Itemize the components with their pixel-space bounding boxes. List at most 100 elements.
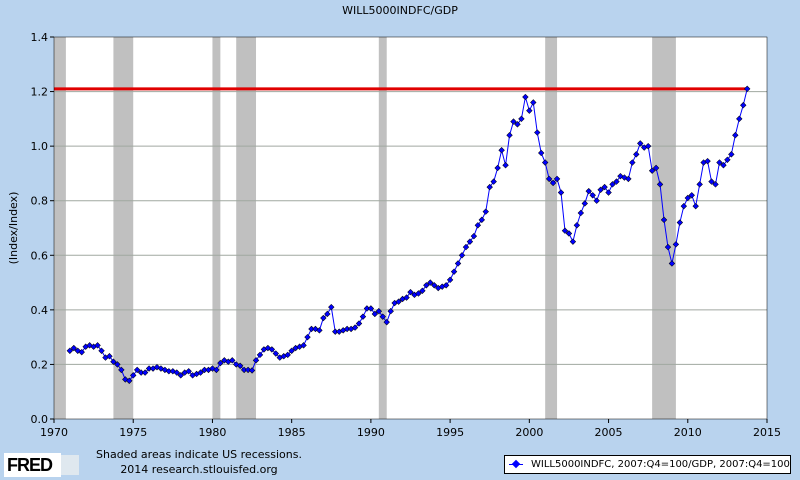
recession-band xyxy=(652,37,676,419)
data-point xyxy=(177,372,184,379)
data-point xyxy=(720,162,727,169)
data-point xyxy=(458,252,466,259)
data-point xyxy=(704,157,711,165)
data-point xyxy=(589,192,596,199)
data-point xyxy=(708,178,715,185)
data-point xyxy=(244,366,252,374)
data-point xyxy=(454,260,462,267)
data-point xyxy=(482,208,489,215)
data-point xyxy=(633,151,640,158)
data-point xyxy=(530,99,537,106)
data-point xyxy=(514,121,521,128)
data-point xyxy=(573,222,581,229)
recession-band xyxy=(378,37,387,419)
data-point xyxy=(466,238,474,245)
data-point xyxy=(672,241,680,248)
data-point xyxy=(403,294,410,301)
data-point xyxy=(217,359,224,367)
data-point xyxy=(478,216,485,223)
data-point xyxy=(300,342,307,349)
data-point xyxy=(363,305,371,312)
data-point xyxy=(660,216,668,223)
data-point xyxy=(137,369,145,376)
plot-area xyxy=(54,37,767,419)
data-point xyxy=(268,346,276,353)
data-point xyxy=(502,162,509,169)
data-point xyxy=(656,181,664,188)
data-point xyxy=(462,243,470,251)
data-point xyxy=(577,209,585,217)
data-point xyxy=(684,194,691,202)
data-point xyxy=(676,219,684,226)
chart-title: WILL5000INDFC/GDP xyxy=(342,4,458,17)
data-point xyxy=(94,342,101,349)
data-point xyxy=(134,366,141,374)
data-point xyxy=(506,132,513,139)
data-point xyxy=(145,365,153,372)
data-point xyxy=(605,189,612,196)
data-point xyxy=(359,313,367,320)
data-point xyxy=(423,282,430,289)
data-point xyxy=(106,353,113,360)
x-tick-label: 1985 xyxy=(278,426,306,439)
data-point xyxy=(585,187,592,195)
legend: WILL5000INDFC, 2007:Q4=100/GDP, 2007:Q4=… xyxy=(504,455,791,474)
data-point xyxy=(629,159,636,166)
data-point xyxy=(510,118,517,125)
data-point xyxy=(490,178,497,185)
data-point xyxy=(308,325,315,333)
x-tick-label: 1975 xyxy=(119,426,147,439)
data-point xyxy=(581,200,588,207)
data-point xyxy=(744,85,751,93)
data-point xyxy=(431,282,438,289)
data-point xyxy=(201,366,208,374)
data-point xyxy=(637,140,644,147)
data-point xyxy=(98,347,105,354)
legend-label: WILL5000INDFC, 2007:Q4=100/GDP, 2007:Q4=… xyxy=(531,459,790,470)
y-tick-label: 0.4 xyxy=(31,304,49,317)
data-point xyxy=(696,181,703,188)
data-point xyxy=(114,361,121,368)
data-point xyxy=(316,327,323,334)
data-point xyxy=(534,129,541,136)
data-point xyxy=(407,288,414,296)
data-point xyxy=(716,159,723,166)
data-point xyxy=(561,227,569,234)
data-point xyxy=(324,310,331,318)
data-point xyxy=(688,192,695,199)
data-point xyxy=(328,303,335,311)
data-point xyxy=(248,367,256,374)
data-point xyxy=(130,372,137,379)
recession-note: Shaded areas indicate US recessions. 201… xyxy=(96,447,302,477)
data-point xyxy=(538,149,545,157)
data-point xyxy=(569,238,577,245)
series-line xyxy=(69,88,748,382)
data-point xyxy=(173,369,180,376)
data-point xyxy=(470,233,478,240)
fred-logo[interactable]: FRED xyxy=(4,453,79,477)
recession-band xyxy=(236,37,257,419)
data-point xyxy=(66,347,74,354)
data-point xyxy=(197,369,204,376)
data-point xyxy=(557,189,565,196)
data-point xyxy=(728,151,735,158)
data-point xyxy=(648,167,656,174)
data-point xyxy=(236,362,244,369)
data-point xyxy=(494,164,501,172)
data-point xyxy=(518,115,525,123)
data-point xyxy=(736,115,743,123)
data-point xyxy=(664,243,672,251)
y-axis-label: (Index/Index) xyxy=(7,192,20,265)
data-point xyxy=(387,308,394,315)
recession-band xyxy=(54,37,66,419)
fred-logo-text: FRED xyxy=(7,455,53,475)
data-point xyxy=(110,358,117,365)
data-point xyxy=(320,314,327,322)
data-point xyxy=(118,366,125,374)
data-point xyxy=(565,230,573,237)
recession-band xyxy=(113,37,134,419)
data-point xyxy=(343,325,351,333)
y-tick-label: 0.0 xyxy=(31,413,49,426)
data-point xyxy=(545,175,553,183)
